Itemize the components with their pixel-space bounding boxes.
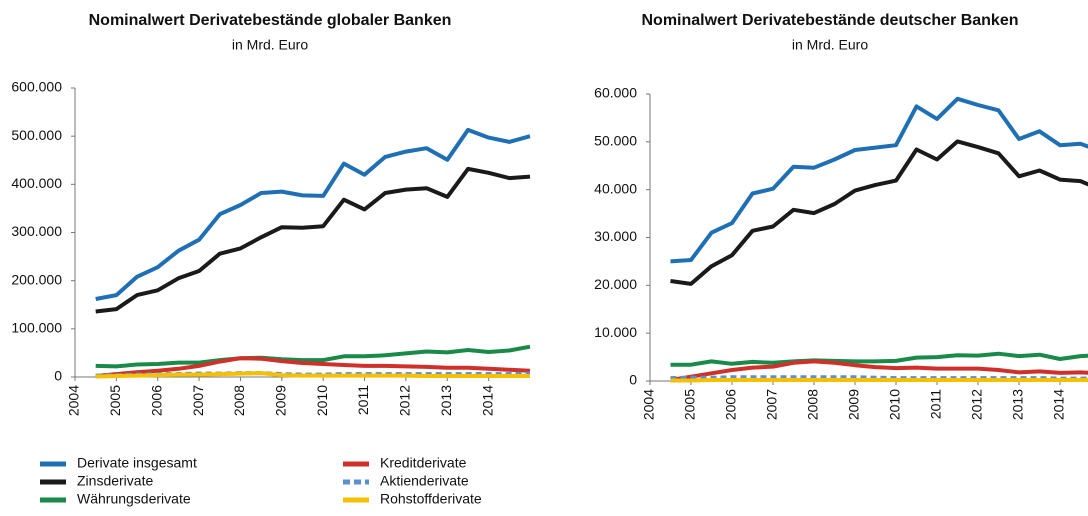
- x-tick-label: 2006: [723, 389, 739, 420]
- legend-label: Währungsderivate: [77, 491, 191, 507]
- y-tick-label: 600.000: [11, 79, 62, 95]
- y-tick-label: 500.000: [11, 127, 62, 143]
- y-tick-label: 100.000: [11, 320, 62, 336]
- y-tick-label: 10.000: [594, 324, 637, 340]
- x-tick-label: 2010: [314, 385, 330, 416]
- legend-label: Aktienderivate: [380, 473, 469, 489]
- series-line: [671, 99, 1088, 262]
- y-tick-label: 50.000: [594, 133, 637, 149]
- x-tick-label: 2007: [190, 385, 206, 416]
- series-line: [671, 380, 1088, 381]
- y-tick-label: 300.000: [11, 223, 62, 239]
- legend-label: Rohstoffderivate: [380, 491, 482, 507]
- x-tick-label: 2009: [273, 385, 289, 416]
- y-tick-label: 60.000: [594, 85, 637, 101]
- y-tick-label: 0: [629, 372, 637, 388]
- y-tick-label: 30.000: [594, 228, 637, 244]
- x-tick-label: 2013: [1010, 389, 1026, 420]
- chart-title: Nominalwert Derivatebestände globaler Ba…: [89, 12, 452, 29]
- series-line: [96, 169, 530, 312]
- y-tick-label: 200.000: [11, 271, 62, 287]
- x-tick-label: 2006: [148, 385, 164, 416]
- chart-subtitle: in Mrd. Euro: [792, 37, 868, 53]
- legend-label: Derivate insgesamt: [77, 455, 197, 471]
- y-tick-label: 400.000: [11, 175, 62, 191]
- y-tick-label: 0: [54, 368, 62, 384]
- x-tick-label: 2005: [682, 389, 698, 420]
- x-tick-label: 2004: [641, 389, 657, 420]
- x-tick-label: 2011: [928, 389, 944, 419]
- x-tick-label: 2008: [231, 385, 247, 416]
- x-tick-label: 2010: [887, 389, 903, 420]
- x-tick-label: 2014: [479, 385, 495, 416]
- legend-label: Zinsderivate: [77, 473, 153, 489]
- x-tick-label: 2004: [66, 385, 82, 416]
- y-tick-label: 20.000: [594, 276, 637, 292]
- series-line: [671, 354, 1088, 365]
- x-tick-label: 2005: [107, 385, 123, 416]
- chart-title: Nominalwert Derivatebestände deutscher B…: [641, 12, 1018, 29]
- legend-label: Kreditderivate: [380, 455, 467, 471]
- series-line: [96, 373, 530, 376]
- x-tick-label: 2008: [805, 389, 821, 420]
- x-tick-label: 2013: [438, 385, 454, 416]
- series-line: [671, 141, 1088, 284]
- series-line: [96, 130, 530, 299]
- y-tick-label: 40.000: [594, 180, 637, 196]
- chart-subtitle: in Mrd. Euro: [232, 37, 308, 53]
- x-tick-label: 2011: [355, 385, 371, 415]
- x-tick-label: 2009: [846, 389, 862, 420]
- x-tick-label: 2007: [764, 389, 780, 420]
- x-tick-label: 2012: [969, 389, 985, 420]
- x-tick-label: 2014: [1051, 389, 1067, 420]
- x-tick-label: 2012: [397, 385, 413, 416]
